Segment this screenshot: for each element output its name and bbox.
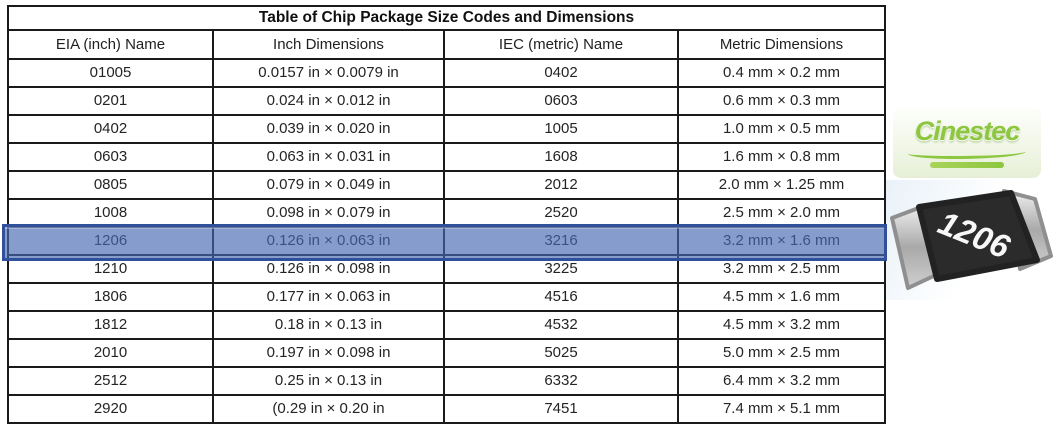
table-cell: 0402 [7, 114, 214, 144]
chip-size-table: Table of Chip Package Size Codes and Dim… [7, 5, 886, 424]
table-cell: 0.197 in × 0.098 in [212, 338, 445, 368]
table-cell: 2.5 mm × 2.0 mm [677, 198, 886, 228]
table-cell: 0.098 in × 0.079 in [212, 198, 445, 228]
cinestec-logo: Cinestec [893, 108, 1041, 178]
chip-body [916, 190, 1040, 282]
table-row: 1210 0.126 in × 0.098 in 3225 3.2 mm × 2.5 … [7, 254, 886, 284]
table-cell: 1812 [7, 310, 214, 340]
table-title: Table of Chip Package Size Codes and Dim… [7, 5, 886, 31]
table-cell: 0.4 mm × 0.2 mm [677, 58, 886, 88]
table-cell: 0.126 in × 0.098 in [212, 254, 445, 284]
table-title-row: Table of Chip Package Size Codes and Dim… [7, 5, 886, 31]
table-cell: 4.5 mm × 3.2 mm [677, 310, 886, 340]
table-cell: 0402 [443, 58, 679, 88]
column-header-metric-dims: Metric Dimensions [677, 29, 886, 60]
table-cell: 6332 [443, 366, 679, 396]
table-cell: 3.2 mm × 2.5 mm [677, 254, 886, 284]
table-body: 01005 0.0157 in × 0.0079 in 0402 0.4 mm × 0… [7, 58, 886, 424]
table-cell: 7.4 mm × 5.1 mm [677, 394, 886, 424]
table-cell: 1008 [7, 198, 214, 228]
table-cell: 0.6 mm × 0.3 mm [677, 86, 886, 116]
table-cell: 2512 [7, 366, 214, 396]
table-cell: 3.2 mm × 1.6 mm [677, 226, 886, 256]
table-cell: 0.063 in × 0.031 in [212, 142, 445, 172]
table-cell: 0.18 in × 0.13 in [212, 310, 445, 340]
table-cell: 0201 [7, 86, 214, 116]
table-cell: 1210 [7, 254, 214, 284]
table-cell: 4532 [443, 310, 679, 340]
table-row: 0201 0.024 in × 0.012 in 0603 0.6 mm × 0.3 … [7, 86, 886, 116]
table-cell: 1806 [7, 282, 214, 312]
chip-1206-image: 1206 [890, 189, 1053, 290]
table-cell: 4516 [443, 282, 679, 312]
table-row: 01005 0.0157 in × 0.0079 in 0402 0.4 mm × 0… [7, 58, 886, 88]
table-cell: 0.024 in × 0.012 in [212, 86, 445, 116]
table-cell: 01005 [7, 58, 214, 88]
table-cell: 2012 [443, 170, 679, 200]
table-cell: (0.29 in × 0.20 in [212, 394, 445, 424]
table-cell: 5025 [443, 338, 679, 368]
logo-text: Cinestec [914, 116, 1021, 146]
table-cell: 0.0157 in × 0.0079 in [212, 58, 445, 88]
table-cell: 0603 [7, 142, 214, 172]
table-row: 2512 0.25 in × 0.13 in 6332 6.4 mm × 3.2 mm [7, 366, 886, 396]
table-cell: 3216 [443, 226, 679, 256]
table-row: 1812 0.18 in × 0.13 in 4532 4.5 mm × 3.2 mm [7, 310, 886, 340]
table-cell: 1206 [7, 226, 214, 256]
table-cell: 6.4 mm × 3.2 mm [677, 366, 886, 396]
table-cell: 2.0 mm × 1.25 mm [677, 170, 886, 200]
logo-tagline-bar [930, 162, 1004, 168]
table-row: 1008 0.098 in × 0.079 in 2520 2.5 mm × 2.0 … [7, 198, 886, 228]
table-cell: 3225 [443, 254, 679, 284]
table-row: 0805 0.079 in × 0.049 in 2012 2.0 mm × 1.25… [7, 170, 886, 200]
table-cell: 0.079 in × 0.049 in [212, 170, 445, 200]
table-cell: 5.0 mm × 2.5 mm [677, 338, 886, 368]
table-cell: 1608 [443, 142, 679, 172]
table-row: 0603 0.063 in × 0.031 in 1608 1.6 mm × 0.8 … [7, 142, 886, 172]
table-row: 0402 0.039 in × 0.020 in 1005 1.0 mm × 0.5 … [7, 114, 886, 144]
table-cell: 1.0 mm × 0.5 mm [677, 114, 886, 144]
logo-swoosh-icon [908, 146, 1026, 159]
column-header-eia-name: EIA (inch) Name [7, 29, 214, 60]
table-row: 2010 0.197 in × 0.098 in 5025 5.0 mm × 2.5 … [7, 338, 886, 368]
table-cell: 2920 [7, 394, 214, 424]
table-cell: 7451 [443, 394, 679, 424]
table-cell: 2520 [443, 198, 679, 228]
column-header-iec-name: IEC (metric) Name [443, 29, 679, 60]
table-cell: 0805 [7, 170, 214, 200]
table-cell: 0.177 in × 0.063 in [212, 282, 445, 312]
table-cell: 0.25 in × 0.13 in [212, 366, 445, 396]
chip-photo: 1206 [886, 180, 1056, 300]
table-cell: 0.126 in × 0.063 in [212, 226, 445, 256]
table-cell: 1.6 mm × 0.8 mm [677, 142, 886, 172]
table-cell: 1005 [443, 114, 679, 144]
table-cell: 2010 [7, 338, 214, 368]
table-cell: 0.039 in × 0.020 in [212, 114, 445, 144]
table-cell: 4.5 mm × 1.6 mm [677, 282, 886, 312]
table-row: 2920 (0.29 in × 0.20 in 7451 7.4 mm × 5.1 m… [7, 394, 886, 424]
table-header-row: EIA (inch) Name Inch Dimensions IEC (met… [7, 29, 886, 60]
table-cell: 0603 [443, 86, 679, 116]
column-header-inch-dims: Inch Dimensions [212, 29, 445, 60]
table-row: 1206 0.126 in × 0.063 in 3216 3.2 mm × 1.6 … [7, 226, 886, 256]
table-row: 1806 0.177 in × 0.063 in 4516 4.5 mm × 1.6 … [7, 282, 886, 312]
